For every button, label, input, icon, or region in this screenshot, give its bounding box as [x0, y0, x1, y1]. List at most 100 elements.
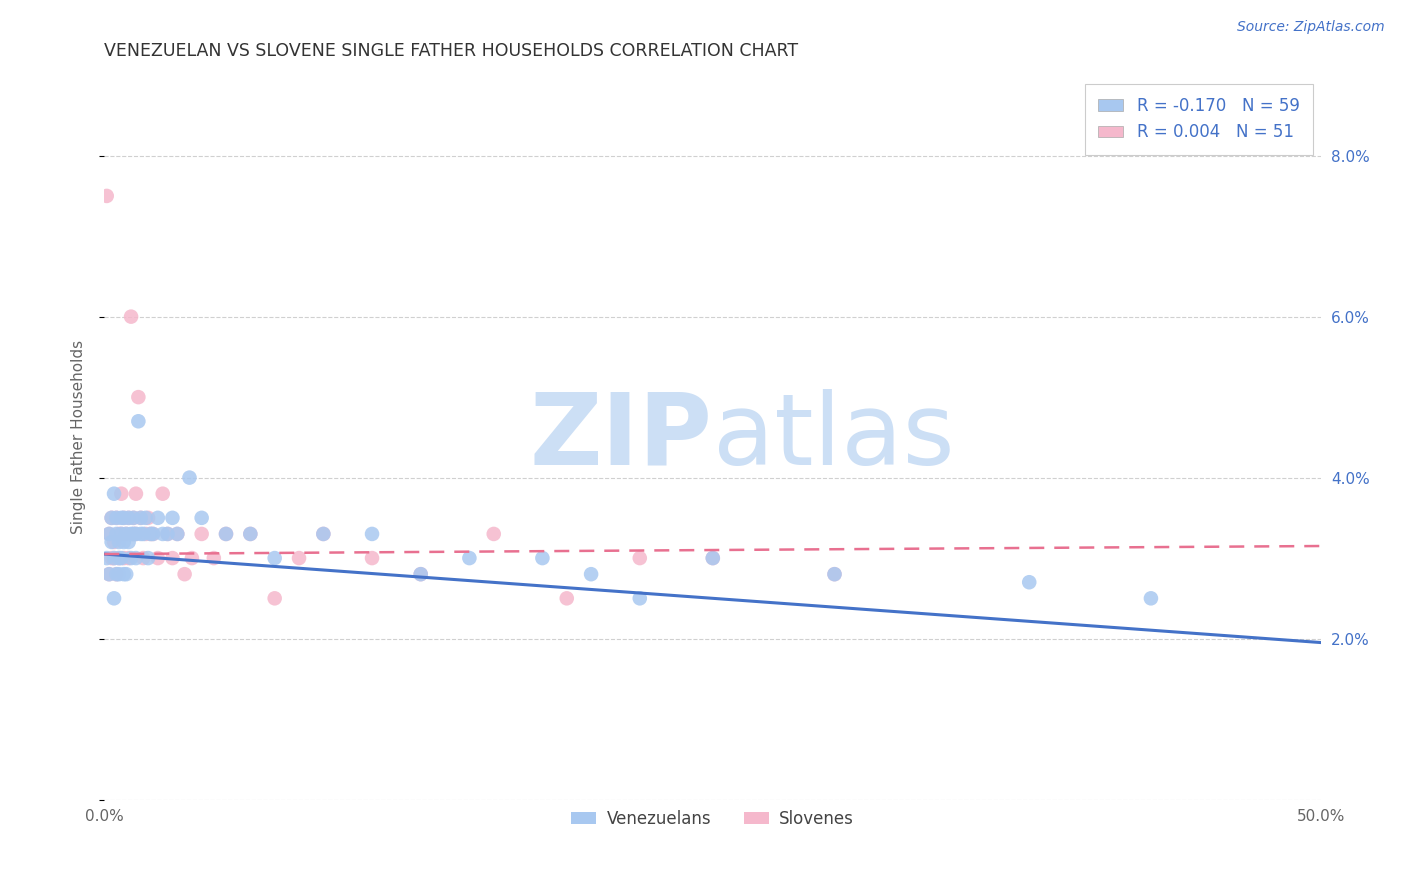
- Point: [110, 486, 132, 500]
- Point: [190, 527, 212, 541]
- Point: [142, 527, 165, 541]
- Point: [409, 567, 432, 582]
- Point: [125, 527, 148, 541]
- Point: [136, 511, 159, 525]
- Point: [215, 527, 238, 541]
- Point: [1018, 575, 1040, 590]
- Point: [135, 511, 157, 525]
- Point: [263, 591, 285, 606]
- Point: [173, 567, 195, 582]
- Point: [112, 511, 135, 525]
- Point: [288, 551, 311, 566]
- Point: [125, 486, 148, 500]
- Point: [146, 551, 169, 566]
- Point: [702, 551, 724, 566]
- Point: [105, 527, 128, 541]
- Point: [579, 567, 602, 582]
- Point: [103, 551, 125, 566]
- Point: [202, 551, 225, 566]
- Point: [215, 527, 238, 541]
- Point: [152, 486, 174, 500]
- Point: [96, 189, 118, 203]
- Point: [361, 527, 384, 541]
- Point: [115, 527, 138, 541]
- Point: [458, 551, 481, 566]
- Point: [115, 527, 138, 541]
- Point: [312, 527, 335, 541]
- Point: [117, 511, 139, 525]
- Point: [628, 551, 651, 566]
- Point: [312, 527, 335, 541]
- Point: [105, 511, 128, 525]
- Point: [103, 535, 125, 549]
- Point: [162, 511, 184, 525]
- Text: ZIP: ZIP: [530, 389, 713, 486]
- Point: [110, 527, 132, 541]
- Point: [108, 551, 131, 566]
- Point: [105, 567, 128, 582]
- Point: [103, 591, 125, 606]
- Legend: Venezuelans, Slovenes: Venezuelans, Slovenes: [565, 804, 860, 835]
- Point: [702, 551, 724, 566]
- Point: [117, 511, 139, 525]
- Point: [108, 527, 131, 541]
- Point: [103, 486, 125, 500]
- Point: [120, 551, 142, 566]
- Point: [142, 527, 165, 541]
- Point: [108, 567, 131, 582]
- Point: [125, 527, 148, 541]
- Point: [110, 551, 132, 566]
- Point: [112, 535, 135, 549]
- Point: [98, 567, 121, 582]
- Point: [122, 527, 145, 541]
- Point: [100, 511, 122, 525]
- Point: [139, 527, 162, 541]
- Point: [152, 527, 174, 541]
- Point: [127, 390, 149, 404]
- Point: [117, 535, 139, 549]
- Point: [115, 567, 138, 582]
- Point: [105, 567, 128, 582]
- Point: [132, 551, 155, 566]
- Point: [98, 567, 121, 582]
- Point: [108, 535, 131, 549]
- Point: [129, 527, 152, 541]
- Point: [122, 527, 145, 541]
- Point: [409, 567, 432, 582]
- Point: [136, 551, 159, 566]
- Point: [103, 551, 125, 566]
- Point: [146, 511, 169, 525]
- Point: [117, 551, 139, 566]
- Point: [120, 310, 142, 324]
- Point: [100, 551, 122, 566]
- Point: [361, 551, 384, 566]
- Point: [110, 511, 132, 525]
- Point: [112, 567, 135, 582]
- Point: [181, 551, 204, 566]
- Point: [96, 551, 118, 566]
- Point: [110, 527, 132, 541]
- Point: [263, 551, 285, 566]
- Point: [166, 527, 188, 541]
- Point: [125, 551, 148, 566]
- Point: [190, 511, 212, 525]
- Point: [482, 527, 505, 541]
- Point: [132, 527, 155, 541]
- Point: [139, 527, 162, 541]
- Point: [156, 527, 179, 541]
- Point: [239, 527, 262, 541]
- Point: [824, 567, 846, 582]
- Point: [129, 511, 152, 525]
- Point: [824, 567, 846, 582]
- Point: [122, 511, 145, 525]
- Point: [112, 551, 135, 566]
- Point: [239, 527, 262, 541]
- Point: [122, 511, 145, 525]
- Point: [98, 527, 121, 541]
- Point: [166, 527, 188, 541]
- Point: [129, 511, 152, 525]
- Text: VENEZUELAN VS SLOVENE SINGLE FATHER HOUSEHOLDS CORRELATION CHART: VENEZUELAN VS SLOVENE SINGLE FATHER HOUS…: [104, 42, 799, 60]
- Point: [127, 414, 149, 428]
- Text: Source: ZipAtlas.com: Source: ZipAtlas.com: [1237, 20, 1385, 34]
- Point: [98, 527, 121, 541]
